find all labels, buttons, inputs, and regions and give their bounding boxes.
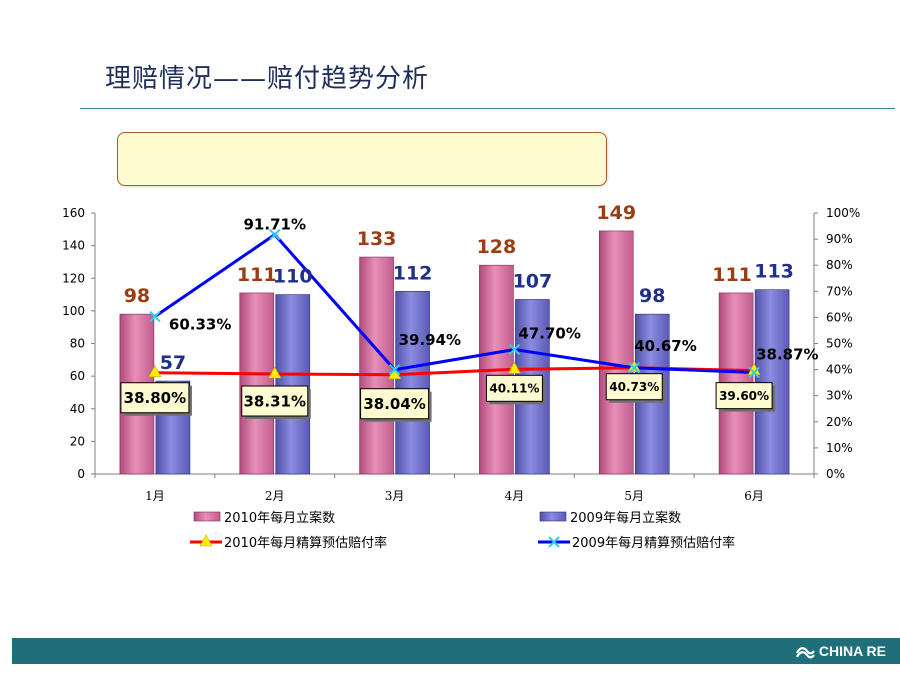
line-2010-label-box <box>241 385 309 417</box>
x-tick-label: 5月 <box>624 489 644 503</box>
legend-marker-2010 <box>199 534 213 547</box>
x-tick-label: 6月 <box>744 489 764 503</box>
bar-2009-value-label: 57 <box>160 352 186 374</box>
line-2010-value-label: 38.31% <box>244 392 306 410</box>
line-2010-value-label: 39.60% <box>719 389 769 403</box>
left-tick-label: 60 <box>70 369 85 383</box>
legend-swatch-2010-bars <box>193 511 221 522</box>
x-tick-label: 1月 <box>145 489 165 503</box>
footer-bar: CHINA RE <box>12 638 900 664</box>
line-2009-value-label: 40.67% <box>634 337 696 355</box>
left-tick-label: 20 <box>70 434 85 448</box>
line-2009-value-label: 91.71% <box>244 216 306 234</box>
bar-2009-value-label: 110 <box>273 266 313 288</box>
left-tick-label: 80 <box>70 337 85 351</box>
bar-2009-value-label: 112 <box>393 262 433 284</box>
line-2010-label-box <box>605 373 663 401</box>
bar-2010 <box>598 230 634 475</box>
title-divider <box>80 108 895 109</box>
right-tick-label: 40% <box>826 363 853 377</box>
left-tick-label: 100 <box>62 304 85 318</box>
page-title: 理赔情况——赔付趋势分析 <box>105 64 430 94</box>
bar-2010-value-label: 98 <box>124 285 150 307</box>
bar-2010 <box>239 292 275 475</box>
line-2010-label-box <box>715 382 773 410</box>
line-2010-label-box <box>120 382 190 414</box>
bar-2009-value-label: 107 <box>513 270 553 292</box>
line-2010-value-label: 40.73% <box>609 380 659 394</box>
marker-2009 <box>748 366 760 379</box>
line-2009-value-label: 60.33% <box>169 316 231 334</box>
right-tick-label: 90% <box>826 232 853 246</box>
left-tick-label: 140 <box>62 239 85 253</box>
bar-2010-value-label: 128 <box>477 236 517 258</box>
legend-label-2009-line: 2009年每月精算预估赔付率 <box>572 535 735 551</box>
bar-2010-value-label: 111 <box>237 264 277 286</box>
x-tick-label: 3月 <box>385 489 405 503</box>
marker-2009 <box>269 228 281 241</box>
marker-2009 <box>628 362 640 374</box>
line-2009-value-label: 47.70% <box>518 325 580 343</box>
marker-2010 <box>148 365 162 378</box>
bar-2010-value-label: 111 <box>712 264 752 286</box>
line-2010-value-label: 40.11% <box>489 382 539 396</box>
right-tick-label: 60% <box>826 310 853 324</box>
legend-label-2010-bars: 2010年每月立案数 <box>224 510 335 526</box>
marker-2009 <box>508 343 521 356</box>
line-2010-label-box <box>485 374 543 402</box>
marker-2009 <box>388 364 401 376</box>
marker-2009 <box>149 310 161 323</box>
bar-2009-value-label: 98 <box>639 285 665 307</box>
right-tick-label: 0% <box>826 467 845 481</box>
right-tick-label: 20% <box>826 415 853 429</box>
legend-label-2010-line: 2010年每月精算预估赔付率 <box>224 535 387 551</box>
x-tick-label: 2月 <box>265 489 285 503</box>
legend-marker-2009 <box>548 536 560 548</box>
left-tick-label: 0 <box>77 467 85 481</box>
bar-2010-value-label: 149 <box>596 202 636 224</box>
left-tick-label: 160 <box>62 206 85 220</box>
logo-text: CHINA RE <box>818 643 886 659</box>
left-tick-label: 40 <box>70 402 85 416</box>
bar-2009 <box>395 290 430 475</box>
right-tick-label: 100% <box>826 206 860 220</box>
bar-2010 <box>359 256 394 475</box>
right-tick-label: 70% <box>826 284 853 298</box>
claims-trend-chart: 0 20 40 60 80 100 120 140 160 0% 10% 20% 30% 40% 50% 60… <box>62 202 860 551</box>
bar-2009 <box>754 289 790 475</box>
right-tick-label: 80% <box>826 258 853 272</box>
line-2009 <box>154 232 755 375</box>
line-2010-value-label: 38.80% <box>124 389 186 407</box>
right-tick-label: 50% <box>826 337 853 351</box>
legend-label-2009-bars: 2009年每月立案数 <box>570 510 681 526</box>
marker-2010 <box>507 361 521 374</box>
bar-2010-value-label: 133 <box>357 228 397 250</box>
line-2009-value-label: 39.94% <box>399 331 461 349</box>
right-tick-label: 30% <box>826 389 853 403</box>
china-re-wave-icon <box>795 647 815 659</box>
line-2010-label-box <box>360 388 430 420</box>
china-re-logo: CHINA RE <box>795 642 886 660</box>
bar-2009 <box>275 294 311 475</box>
x-tick-label: 4月 <box>505 489 525 503</box>
right-tick-label: 10% <box>826 441 853 455</box>
left-tick-label: 120 <box>62 271 85 285</box>
note-box <box>117 132 607 186</box>
legend-swatch-2009-bars <box>539 511 567 522</box>
line-2010-value-label: 38.04% <box>363 395 425 413</box>
marker-2010 <box>268 366 282 379</box>
bar-2009-value-label: 113 <box>754 261 794 283</box>
line-2009-value-label: 38.87% <box>756 346 818 364</box>
